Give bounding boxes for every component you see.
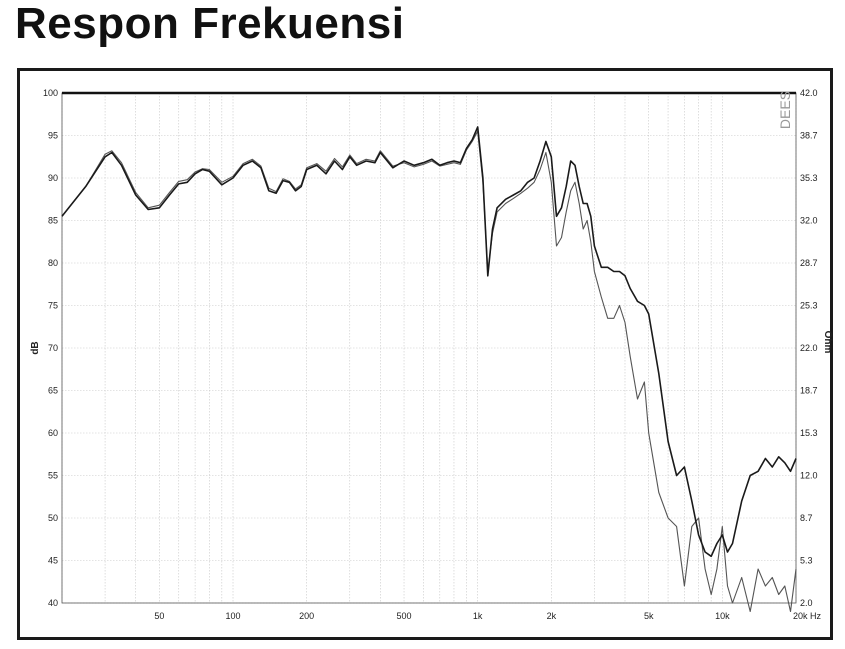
x-tick-label: 2k: [547, 611, 557, 621]
y-tick-label: 85: [48, 216, 58, 226]
y-tick-label: 75: [48, 301, 58, 311]
y2-tick-label: 22.0: [800, 343, 818, 353]
y-tick-label: 95: [48, 131, 58, 141]
y2-tick-label: 12.0: [800, 471, 818, 481]
y2-axis-label: Ohm: [822, 331, 833, 354]
x-tick-label: 20k Hz: [793, 611, 822, 621]
series-line-1: [61, 126, 797, 558]
y2-tick-label: 32.0: [800, 216, 818, 226]
y-tick-label: 55: [48, 471, 58, 481]
y-tick-label: 70: [48, 343, 58, 353]
y-tick-label: 65: [48, 386, 58, 396]
x-tick-label: 10k: [715, 611, 730, 621]
y2-tick-label: 18.7: [800, 386, 818, 396]
y2-tick-label: 28.7: [800, 258, 818, 268]
y2-tick-label: 25.3: [800, 301, 818, 311]
y2-tick-label: 42.0: [800, 88, 818, 98]
x-tick-label: 5k: [644, 611, 654, 621]
y-tick-label: 40: [48, 598, 58, 608]
y2-tick-label: 15.3: [800, 428, 818, 438]
y-tick-label: 90: [48, 173, 58, 183]
y-axis-label: dB: [30, 341, 41, 354]
x-tick-label: 500: [397, 611, 412, 621]
x-tick-label: 1k: [473, 611, 483, 621]
y-tick-label: 80: [48, 258, 58, 268]
y2-tick-label: 35.3: [800, 173, 818, 183]
y2-tick-label: 2.0: [800, 598, 813, 608]
watermark-label: DEES: [777, 91, 793, 129]
y-tick-label: 50: [48, 513, 58, 523]
y2-tick-label: 8.7: [800, 513, 813, 523]
x-tick-label: 50: [154, 611, 164, 621]
y-tick-label: 100: [43, 88, 58, 98]
page-title: Respon Frekuensi: [15, 0, 405, 48]
y2-tick-label: 38.7: [800, 131, 818, 141]
y2-tick-label: 5.3: [800, 556, 813, 566]
y-tick-label: 60: [48, 428, 58, 438]
x-tick-label: 100: [225, 611, 240, 621]
x-tick-label: 200: [299, 611, 314, 621]
y-tick-label: 45: [48, 556, 58, 566]
